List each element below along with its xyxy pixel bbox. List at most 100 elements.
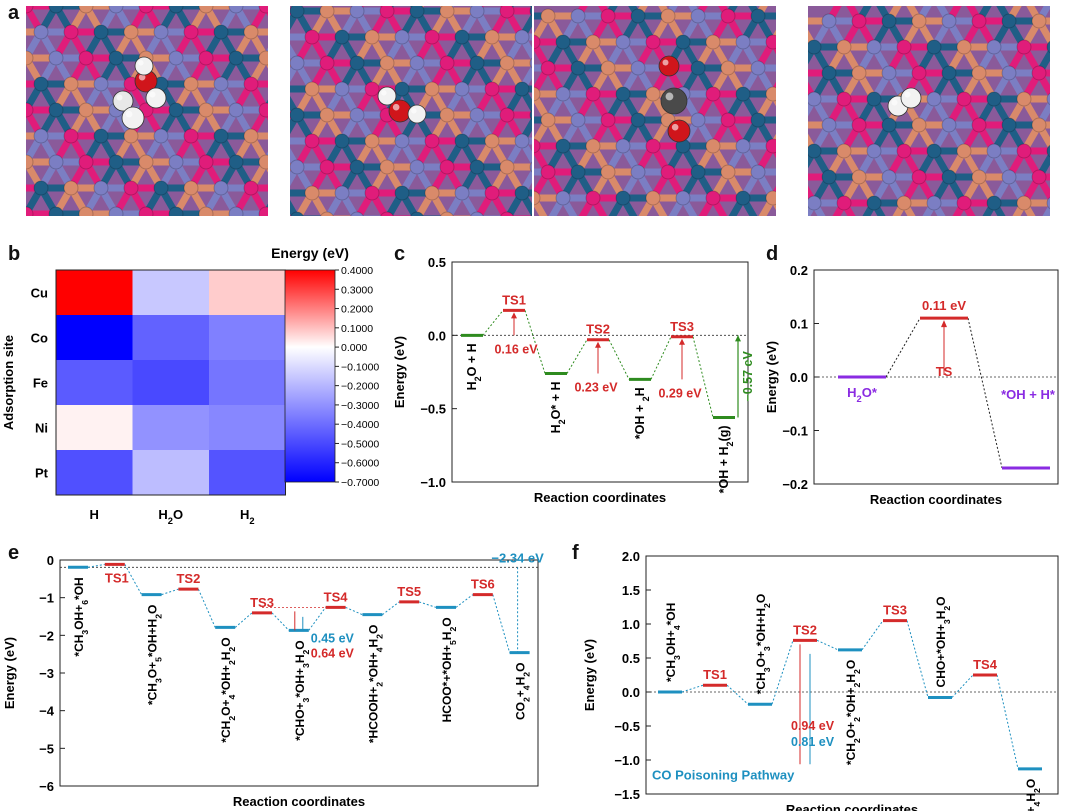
lattice-atom bbox=[821, 169, 837, 185]
lattice-atom bbox=[183, 76, 199, 92]
colorbar-tick-label: 0.4000 bbox=[341, 265, 373, 277]
barrier-label: 0.94 eV bbox=[791, 719, 835, 733]
state-label: *CH2O+2*OH+2H2O bbox=[844, 660, 862, 765]
lattice-atom bbox=[660, 8, 676, 24]
lattice-atom bbox=[956, 91, 972, 107]
heatmap-cell bbox=[209, 360, 286, 405]
pathway-note: CO Poisoning Pathway bbox=[652, 768, 795, 783]
state-label: H2O* bbox=[847, 385, 878, 404]
lattice-atom bbox=[334, 133, 350, 149]
lattice-atom bbox=[630, 60, 646, 76]
lattice-atom bbox=[836, 195, 852, 211]
ts-label: TS5 bbox=[397, 584, 421, 599]
slab-lattice: H2O bbox=[290, 6, 532, 216]
barrier-label: 0.81 eV bbox=[791, 735, 835, 749]
adsorbate-highlight bbox=[138, 60, 144, 66]
lattice-atom bbox=[500, 211, 514, 216]
reaction-arrowhead bbox=[735, 335, 741, 342]
ts-label: TS1 bbox=[105, 570, 129, 585]
lattice-atom bbox=[168, 50, 184, 66]
connector bbox=[996, 674, 1019, 769]
lattice-atom bbox=[881, 169, 897, 185]
lattice-atom bbox=[881, 13, 897, 29]
lattice-atom bbox=[1046, 92, 1050, 106]
lattice-atom bbox=[555, 190, 571, 206]
lattice-atom bbox=[153, 128, 169, 144]
connector bbox=[650, 336, 672, 380]
lattice-atom bbox=[290, 211, 304, 216]
lattice-atom bbox=[243, 24, 259, 40]
lattice-atom bbox=[319, 55, 335, 71]
state-label: CO2+4H2O bbox=[514, 663, 532, 720]
lattice-atom bbox=[334, 81, 350, 97]
lattice-atom bbox=[469, 6, 485, 19]
colorbar-tick-label: −0.7000 bbox=[341, 477, 379, 489]
state-label: H2O* + H bbox=[549, 381, 567, 433]
lattice-atom bbox=[615, 34, 631, 50]
lattice-atom bbox=[26, 50, 34, 66]
connector bbox=[726, 684, 749, 705]
lattice-atom bbox=[896, 39, 912, 55]
heatmap-row-label: Fe bbox=[33, 376, 48, 391]
lattice-atom bbox=[555, 34, 571, 50]
y-tick-label: 0.5 bbox=[428, 255, 446, 270]
lattice-atom bbox=[168, 102, 184, 118]
lattice-atom bbox=[108, 206, 124, 216]
connector bbox=[197, 588, 216, 628]
lattice-atom bbox=[1046, 144, 1050, 158]
lattice-atom bbox=[484, 81, 500, 97]
lattice-atom bbox=[821, 117, 837, 133]
lattice-atom bbox=[454, 81, 470, 97]
lattice-atom bbox=[410, 211, 424, 216]
ts-label: TS3 bbox=[250, 595, 274, 610]
lattice-atom bbox=[896, 143, 912, 159]
lattice-atom bbox=[866, 143, 882, 159]
ts-label: TS2 bbox=[793, 622, 817, 637]
state-label: *CH3OH+4*OH bbox=[664, 603, 682, 682]
lattice-atom bbox=[540, 164, 556, 180]
heatmap-cell bbox=[56, 270, 133, 315]
lattice-atom bbox=[690, 8, 706, 24]
ts-label: TS2 bbox=[176, 571, 200, 586]
lattice-atom bbox=[349, 159, 365, 175]
state-label: H2O + H bbox=[465, 343, 483, 390]
lattice-atom bbox=[243, 180, 259, 196]
lattice-atom bbox=[213, 128, 229, 144]
lattice-atom bbox=[514, 81, 530, 97]
y-tick-label: 0 bbox=[47, 553, 54, 568]
panel-letter-c: c bbox=[394, 243, 406, 265]
lattice-atom bbox=[409, 6, 425, 19]
lattice-atom bbox=[750, 8, 766, 24]
lattice-atom bbox=[168, 6, 184, 14]
y-axis-label: Energy (eV) bbox=[2, 637, 17, 709]
lattice-atom bbox=[48, 102, 64, 118]
y-tick-label: 0.0 bbox=[428, 328, 446, 343]
heatmap-row-label: Ni bbox=[35, 421, 48, 436]
lattice-atom bbox=[379, 159, 395, 175]
connector bbox=[524, 310, 546, 374]
barrier-label: 0.16 eV bbox=[494, 342, 538, 356]
lattice-atom bbox=[350, 211, 364, 216]
lattice-atom bbox=[630, 112, 646, 128]
lattice-atom bbox=[33, 128, 49, 144]
adsorbate-highlight bbox=[662, 59, 669, 66]
lattice-atom bbox=[675, 190, 691, 206]
lattice-atom bbox=[228, 50, 244, 66]
connector bbox=[771, 640, 794, 705]
lattice-atom bbox=[926, 143, 942, 159]
lattice-atom bbox=[499, 55, 515, 71]
lattice-atom bbox=[48, 154, 64, 170]
lattice-atom bbox=[334, 185, 350, 201]
lattice-atom bbox=[690, 112, 706, 128]
barrier-label: 0.11 eV bbox=[922, 298, 966, 313]
lattice-atom bbox=[529, 161, 532, 173]
lattice-atom bbox=[304, 185, 320, 201]
adsorbate-atom bbox=[900, 87, 922, 109]
lattice-atom bbox=[971, 13, 987, 29]
lattice-atom bbox=[1001, 65, 1017, 81]
lattice-atom bbox=[424, 185, 440, 201]
lattice-atom bbox=[183, 24, 199, 40]
state-label: *OH + H2(g) bbox=[717, 425, 735, 493]
reaction-energy-label: −2.34 eV bbox=[491, 550, 544, 565]
lattice-atom bbox=[600, 112, 616, 128]
